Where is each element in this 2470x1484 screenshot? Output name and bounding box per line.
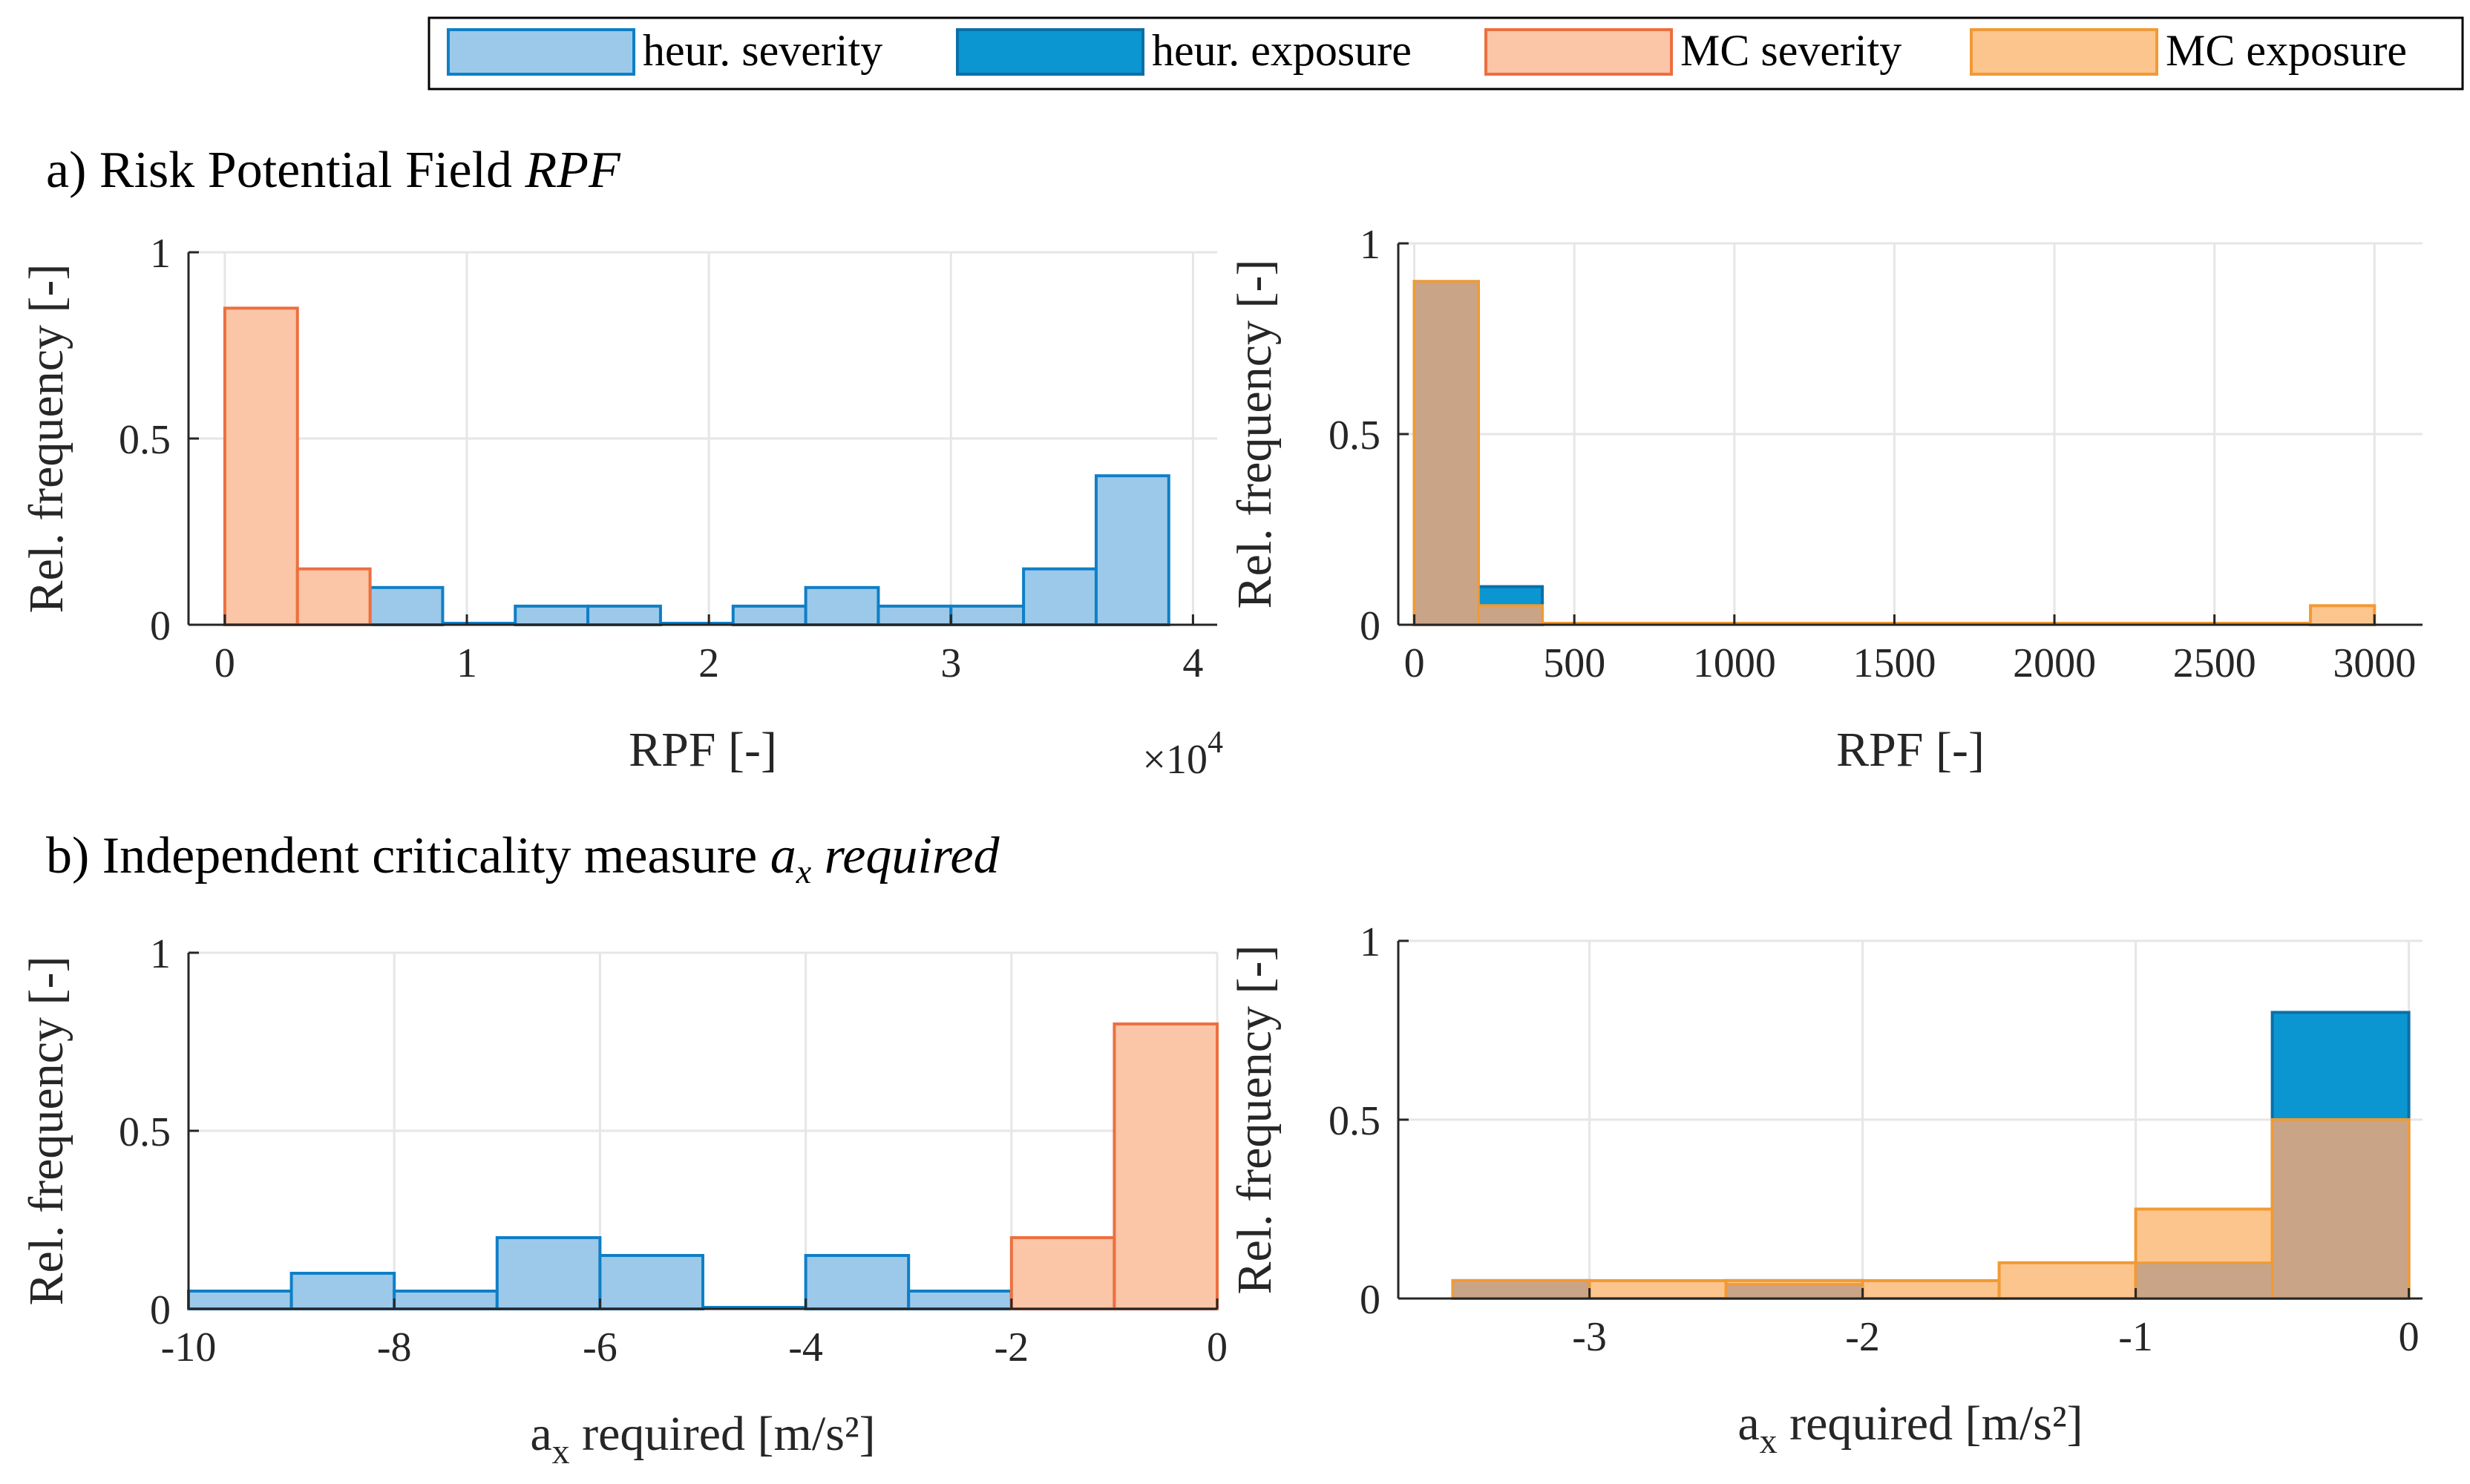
- legend-entry-mc-severity: MC severity: [1484, 26, 1901, 76]
- x-tick-label: 0: [1207, 1324, 1228, 1370]
- x-tick-label: 1500: [1852, 640, 1936, 686]
- x-tick-label: -8: [377, 1324, 412, 1370]
- y-tick-label: 0: [1360, 1277, 1380, 1323]
- legend-label-mc-exposure: MC exposure: [2166, 26, 2407, 75]
- legend-entry-heur-severity: heur. severity: [447, 26, 882, 76]
- bar-heur-severity: [586, 604, 662, 627]
- x-tick-label: 2: [698, 640, 719, 686]
- bar-heur-severity: [907, 1290, 1013, 1310]
- y-axis-label: Rel. frequency [-]: [19, 956, 73, 1306]
- bar-overlap: [1725, 1283, 1864, 1300]
- y-tick-label: 0.5: [1329, 1098, 1380, 1144]
- legend-swatch-heur-exposure: [956, 28, 1144, 76]
- legend: heur. severity heur. exposure MC severit…: [428, 16, 2464, 91]
- x-tick-label: -10: [161, 1324, 217, 1370]
- legend-swatch-mc-exposure: [1970, 28, 2158, 76]
- x-tick-label: 1000: [1693, 640, 1776, 686]
- bar-mc-severity: [223, 306, 299, 626]
- x-tick-label: -4: [788, 1324, 823, 1370]
- x-tick-label: -2: [994, 1324, 1029, 1370]
- legend-label-heur-exposure: heur. exposure: [1152, 26, 1412, 75]
- bar-heur-severity: [877, 604, 953, 627]
- chart-rpf-exposure: 0 500 1000 1500 2000 2500 3000 0 0.5 1 Rel. freque…: [1228, 222, 2422, 777]
- legend-entry-heur-exposure: heur. exposure: [956, 26, 1412, 76]
- chart-ax-exposure: -3 -2 -1 0 0 0.5 1 Rel. frequency [-] ax require…: [1228, 919, 2422, 1461]
- bar-heur-severity: [289, 1272, 396, 1310]
- bar-overlap: [2135, 1261, 2274, 1300]
- x-tick-label: 0: [1404, 640, 1425, 686]
- x-tick-label: 0: [214, 640, 235, 686]
- x-tick-label: 0: [2399, 1314, 2420, 1360]
- y-tick-label: 0.5: [119, 417, 171, 463]
- bar-overlap: [1452, 1279, 1591, 1300]
- x-tick-label: -3: [1572, 1314, 1607, 1360]
- bar-mc-exposure: [1861, 1278, 2001, 1301]
- x-axis-label: RPF [-]: [1836, 723, 1985, 777]
- legend-entry-mc-exposure: MC exposure: [1970, 26, 2407, 76]
- bar-mc-exposure: [1997, 1261, 2138, 1301]
- section-a-title: a) Risk Potential Field RPF: [46, 142, 621, 199]
- legend-swatch-heur-severity: [447, 28, 635, 76]
- x-tick-label: 4: [1182, 640, 1203, 686]
- bar-heur-severity: [731, 604, 808, 627]
- x-tick-label: 2000: [2013, 640, 2096, 686]
- y-axis-label: Rel. frequency [-]: [1228, 260, 1282, 609]
- bar-heur-severity: [1094, 474, 1170, 627]
- legend-swatch-mc-severity: [1484, 28, 1673, 76]
- bar-overlap: [1477, 604, 1544, 626]
- chart-ax-severity: -10 -8 -6 -4 -2 0 0 0.5 1 Rel. frequency [-] ax re…: [19, 931, 1228, 1471]
- bar-heur-severity: [187, 1290, 293, 1310]
- x-tick-label: -2: [1845, 1314, 1880, 1360]
- x-tick-label: 3000: [2333, 640, 2416, 686]
- legend-label-mc-severity: MC severity: [1680, 26, 1901, 75]
- x-axis-label: ax required [m/s²]: [530, 1407, 875, 1471]
- x-tick-label: -6: [583, 1324, 618, 1370]
- y-tick-label: 1: [1360, 919, 1380, 965]
- bar-heur-severity: [368, 585, 445, 626]
- bar-mc-severity: [1113, 1022, 1219, 1310]
- bar-mc-severity: [295, 567, 372, 627]
- y-tick-label: 0.5: [119, 1109, 171, 1155]
- bar-heur-severity: [1022, 567, 1098, 627]
- y-tick-label: 0: [150, 1287, 171, 1333]
- bar-mc-exposure: [1588, 1278, 1728, 1301]
- bar-heur-severity: [495, 1236, 602, 1310]
- bar-heur-severity: [514, 604, 590, 627]
- x-axis-multiplier: ×104: [1142, 726, 1223, 783]
- x-axis-label: RPF [-]: [629, 723, 777, 777]
- bar-overlap: [1413, 280, 1480, 626]
- x-tick-label: 500: [1543, 640, 1605, 686]
- y-tick-label: 1: [150, 231, 171, 277]
- bar-heur-severity: [804, 585, 880, 626]
- y-axis-label: Rel. frequency [-]: [1228, 945, 1282, 1295]
- y-tick-label: 1: [150, 931, 171, 977]
- bar-overlap: [2271, 1118, 2411, 1300]
- x-tick-label: 2500: [2173, 640, 2256, 686]
- bar-heur-severity: [393, 1290, 499, 1310]
- x-axis-label: ax required [m/s²]: [1737, 1396, 2083, 1461]
- y-tick-label: 1: [1360, 222, 1380, 268]
- y-tick-label: 0: [150, 603, 171, 649]
- x-tick-label: -1: [2118, 1314, 2153, 1360]
- y-tick-label: 0: [1360, 603, 1380, 649]
- legend-label-heur-severity: heur. severity: [643, 26, 882, 75]
- section-b-title: b) Independent criticality measure ax re…: [46, 827, 1000, 890]
- x-tick-label: 1: [456, 640, 477, 686]
- bar-heur-severity: [598, 1254, 705, 1310]
- bar-heur-severity: [949, 604, 1026, 627]
- bar-heur-severity: [804, 1254, 911, 1310]
- x-tick-label: 3: [940, 640, 961, 686]
- bar-mc-exposure: [2309, 604, 2376, 626]
- y-tick-label: 0.5: [1329, 413, 1380, 459]
- bar-mc-severity: [1009, 1236, 1116, 1310]
- chart-rpf-severity: 0 1 2 3 4 0 0.5 1 Rel. frequency [-] RPF [-] ×104: [19, 231, 1223, 783]
- y-axis-label: Rel. frequency [-]: [19, 264, 73, 614]
